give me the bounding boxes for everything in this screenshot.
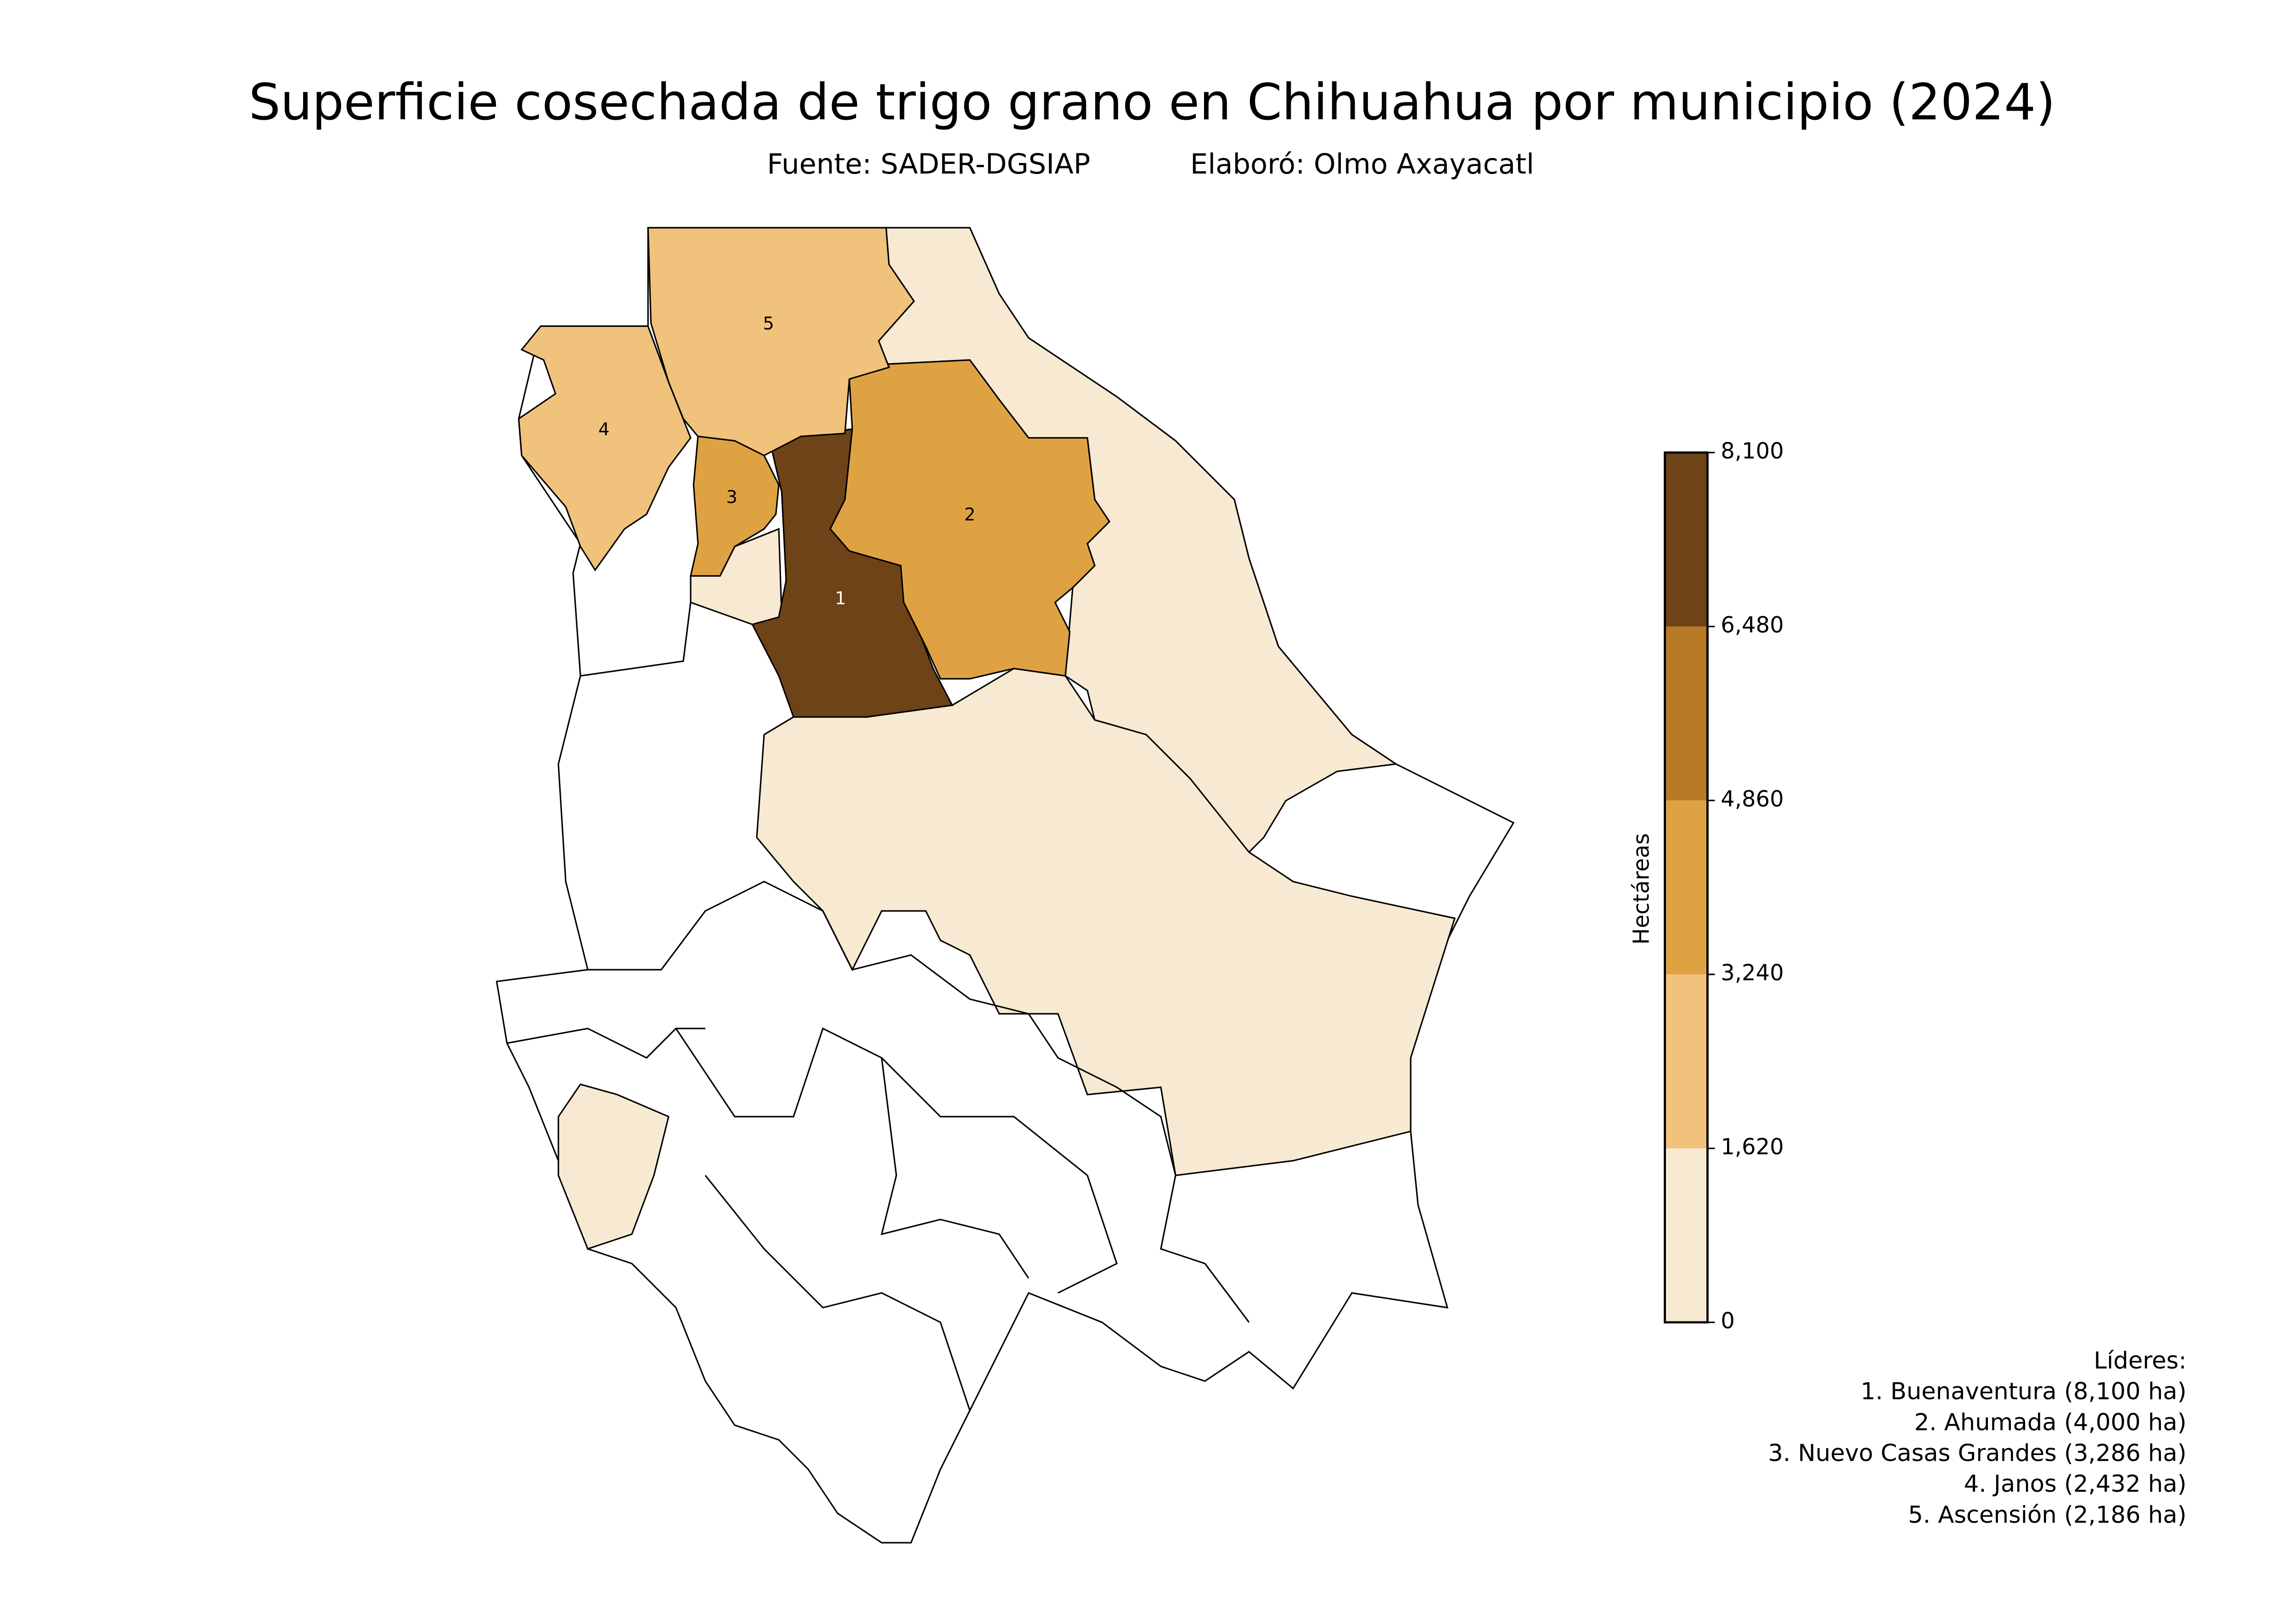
leader-entry: 4. Janos (2,432 ha) — [1964, 1470, 2187, 1498]
leader-entry: 5. Ascensión (2,186 ha) — [1908, 1501, 2186, 1528]
region-label: 3 — [726, 487, 737, 507]
region-label: 2 — [964, 505, 975, 525]
leader-entry: 3. Nuevo Casas Grandes (3,286 ha) — [1768, 1439, 2186, 1467]
source: Fuente: SADER-DGSIAP — [767, 148, 1090, 180]
municipal-borders — [880, 1057, 1030, 1279]
colorbar-tick-label: 4,860 — [1721, 786, 1784, 812]
colorbar-tick-label: 1,620 — [1721, 1134, 1784, 1160]
municipal-borders — [506, 1028, 705, 1059]
municipal-borders — [675, 1027, 1118, 1294]
author: Elaboró: Olmo Axayacatl — [1190, 148, 1534, 180]
colorbar-bin — [1665, 800, 1708, 975]
colorbar-frame — [1664, 451, 1709, 1324]
municipal-borders — [588, 881, 1250, 1323]
leader-entry: 2. Ahumada (4,000 ha) — [1914, 1409, 2187, 1436]
region-label: 4 — [598, 419, 609, 440]
colorbar-tick-label: 0 — [1721, 1308, 1735, 1334]
municipality-region — [647, 227, 915, 456]
colorbar-tick-label: 8,100 — [1721, 438, 1784, 464]
colorbar-label: Hectáreas — [1629, 833, 1654, 945]
leader-entry: 1. Buenaventura (8,100 ha) — [1861, 1378, 2187, 1405]
municipality-region — [829, 359, 1111, 680]
municipality — [557, 1083, 670, 1250]
leaders-title: Líderes: — [2094, 1347, 2187, 1374]
region-label: 5 — [763, 314, 774, 334]
colorbar-bin — [1665, 1148, 1708, 1322]
municipal-borders — [580, 602, 692, 677]
chart-title: Superficie cosechada de trigo grano en C… — [249, 73, 2055, 131]
colorbar-bin — [1665, 452, 1708, 627]
colorbar-tick-label: 3,240 — [1721, 960, 1784, 986]
map-base — [495, 227, 1515, 1544]
colorbar-bin — [1665, 974, 1708, 1149]
municipal-borders — [704, 1175, 971, 1411]
region-label: 1 — [835, 588, 846, 609]
colorbar-tick-label: 6,480 — [1721, 612, 1784, 638]
colorbar-bin — [1665, 626, 1708, 801]
